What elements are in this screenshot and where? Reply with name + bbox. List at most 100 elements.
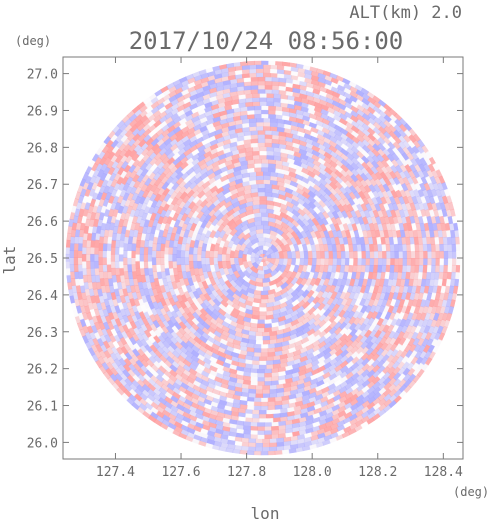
range-gate-cell	[323, 320, 332, 329]
range-gate-cell	[387, 183, 395, 193]
range-gate-cell	[333, 133, 343, 142]
range-gate-cell	[264, 192, 273, 197]
range-gate-cell	[171, 281, 178, 290]
range-gate-cell	[98, 271, 105, 280]
range-gate-cell	[248, 225, 258, 233]
range-gate-cell	[419, 285, 426, 294]
range-gate-cell	[107, 166, 116, 176]
range-gate-cell	[271, 367, 280, 373]
range-gate-cell	[135, 168, 144, 177]
range-gate-cell	[364, 285, 371, 294]
range-gate-cell	[447, 215, 454, 225]
range-gate-cell	[238, 152, 247, 159]
range-gate-cell	[418, 215, 424, 225]
range-gate-cell	[328, 135, 338, 144]
range-gate-cell	[103, 271, 109, 280]
range-gate-cell	[77, 264, 83, 273]
range-gate-cell	[146, 225, 153, 235]
range-gate-cell	[146, 393, 156, 402]
range-gate-cell	[229, 279, 238, 288]
range-gate-cell	[284, 313, 293, 320]
range-gate-cell	[230, 273, 239, 283]
range-gate-cell	[73, 257, 79, 266]
range-gate-cell	[323, 425, 333, 433]
range-gate-cell	[411, 331, 419, 341]
range-gate-cell	[340, 169, 349, 178]
range-gate-cell	[393, 124, 403, 133]
range-gate-cell	[197, 190, 206, 199]
range-gate-cell	[156, 271, 163, 280]
range-gate-cell	[175, 176, 185, 186]
range-gate-cell	[230, 263, 238, 273]
range-gate-cell	[398, 378, 407, 388]
range-gate-cell	[373, 100, 382, 109]
range-gate-cell	[351, 135, 360, 144]
range-gate-cell	[383, 103, 393, 112]
range-gate-cell	[184, 355, 194, 364]
range-gate-cell	[276, 333, 285, 340]
range-gate-cell	[381, 354, 390, 363]
range-gate-cell	[423, 285, 430, 294]
range-gate-cell	[230, 406, 239, 413]
range-gate-cell	[69, 250, 75, 258]
range-gate-cell	[328, 363, 337, 372]
range-gate-cell	[116, 387, 125, 396]
range-gate-cell	[337, 204, 346, 213]
range-gate-cell	[343, 82, 352, 91]
range-gate-cell	[129, 118, 138, 128]
range-gate-cell	[397, 236, 403, 245]
range-gate-cell	[236, 378, 245, 385]
range-gate-cell	[372, 298, 380, 308]
range-gate-cell	[420, 151, 429, 160]
range-gate-cell	[256, 319, 265, 324]
range-gate-cell	[367, 271, 374, 280]
range-gate-cell	[254, 281, 263, 287]
range-gate-cell	[385, 264, 391, 273]
range-gate-cell	[291, 418, 301, 425]
range-gate-cell	[292, 146, 301, 154]
range-gate-cell	[361, 112, 371, 121]
range-gate-cell	[403, 378, 412, 388]
range-gate-cell	[136, 202, 144, 211]
range-gate-cell	[178, 385, 187, 394]
range-gate-cell	[202, 357, 212, 365]
range-gate-cell	[199, 121, 209, 129]
range-gate-cell	[317, 365, 326, 373]
range-gate-cell	[276, 73, 285, 79]
range-gate-cell	[169, 232, 176, 241]
range-gate-cell	[280, 94, 289, 100]
range-gate-cell	[137, 281, 144, 290]
range-gate-cell	[331, 243, 337, 252]
range-gate-cell	[164, 116, 174, 125]
range-gate-cell	[317, 340, 327, 349]
range-gate-cell	[201, 264, 207, 273]
range-gate-cell	[106, 361, 115, 371]
range-gate-cell	[255, 385, 263, 390]
range-gate-cell	[142, 373, 152, 382]
range-gate-cell	[261, 212, 270, 218]
range-gate-cell	[389, 285, 396, 294]
range-gate-cell	[332, 389, 342, 398]
range-gate-cell	[232, 205, 241, 213]
range-gate-cell	[166, 345, 176, 354]
range-gate-cell	[288, 264, 296, 273]
range-gate-cell	[116, 176, 124, 185]
range-gate-cell	[266, 150, 275, 156]
range-gate-cell	[315, 258, 321, 266]
range-gate-cell	[354, 409, 364, 418]
range-gate-cell	[196, 358, 206, 367]
range-gate-cell	[379, 311, 388, 321]
range-gate-cell	[102, 321, 110, 331]
range-gate-cell	[241, 65, 250, 71]
range-gate-cell	[363, 184, 372, 194]
range-gate-cell	[284, 373, 293, 380]
range-gate-cell	[189, 140, 198, 148]
range-gate-cell	[147, 301, 155, 310]
range-gate-cell	[406, 152, 415, 161]
range-gate-cell	[190, 349, 200, 358]
range-gate-cell	[167, 413, 177, 421]
range-gate-cell	[271, 372, 280, 378]
range-gate-cell	[201, 243, 208, 252]
range-gate-cell	[365, 341, 374, 350]
range-gate-cell	[155, 257, 161, 266]
